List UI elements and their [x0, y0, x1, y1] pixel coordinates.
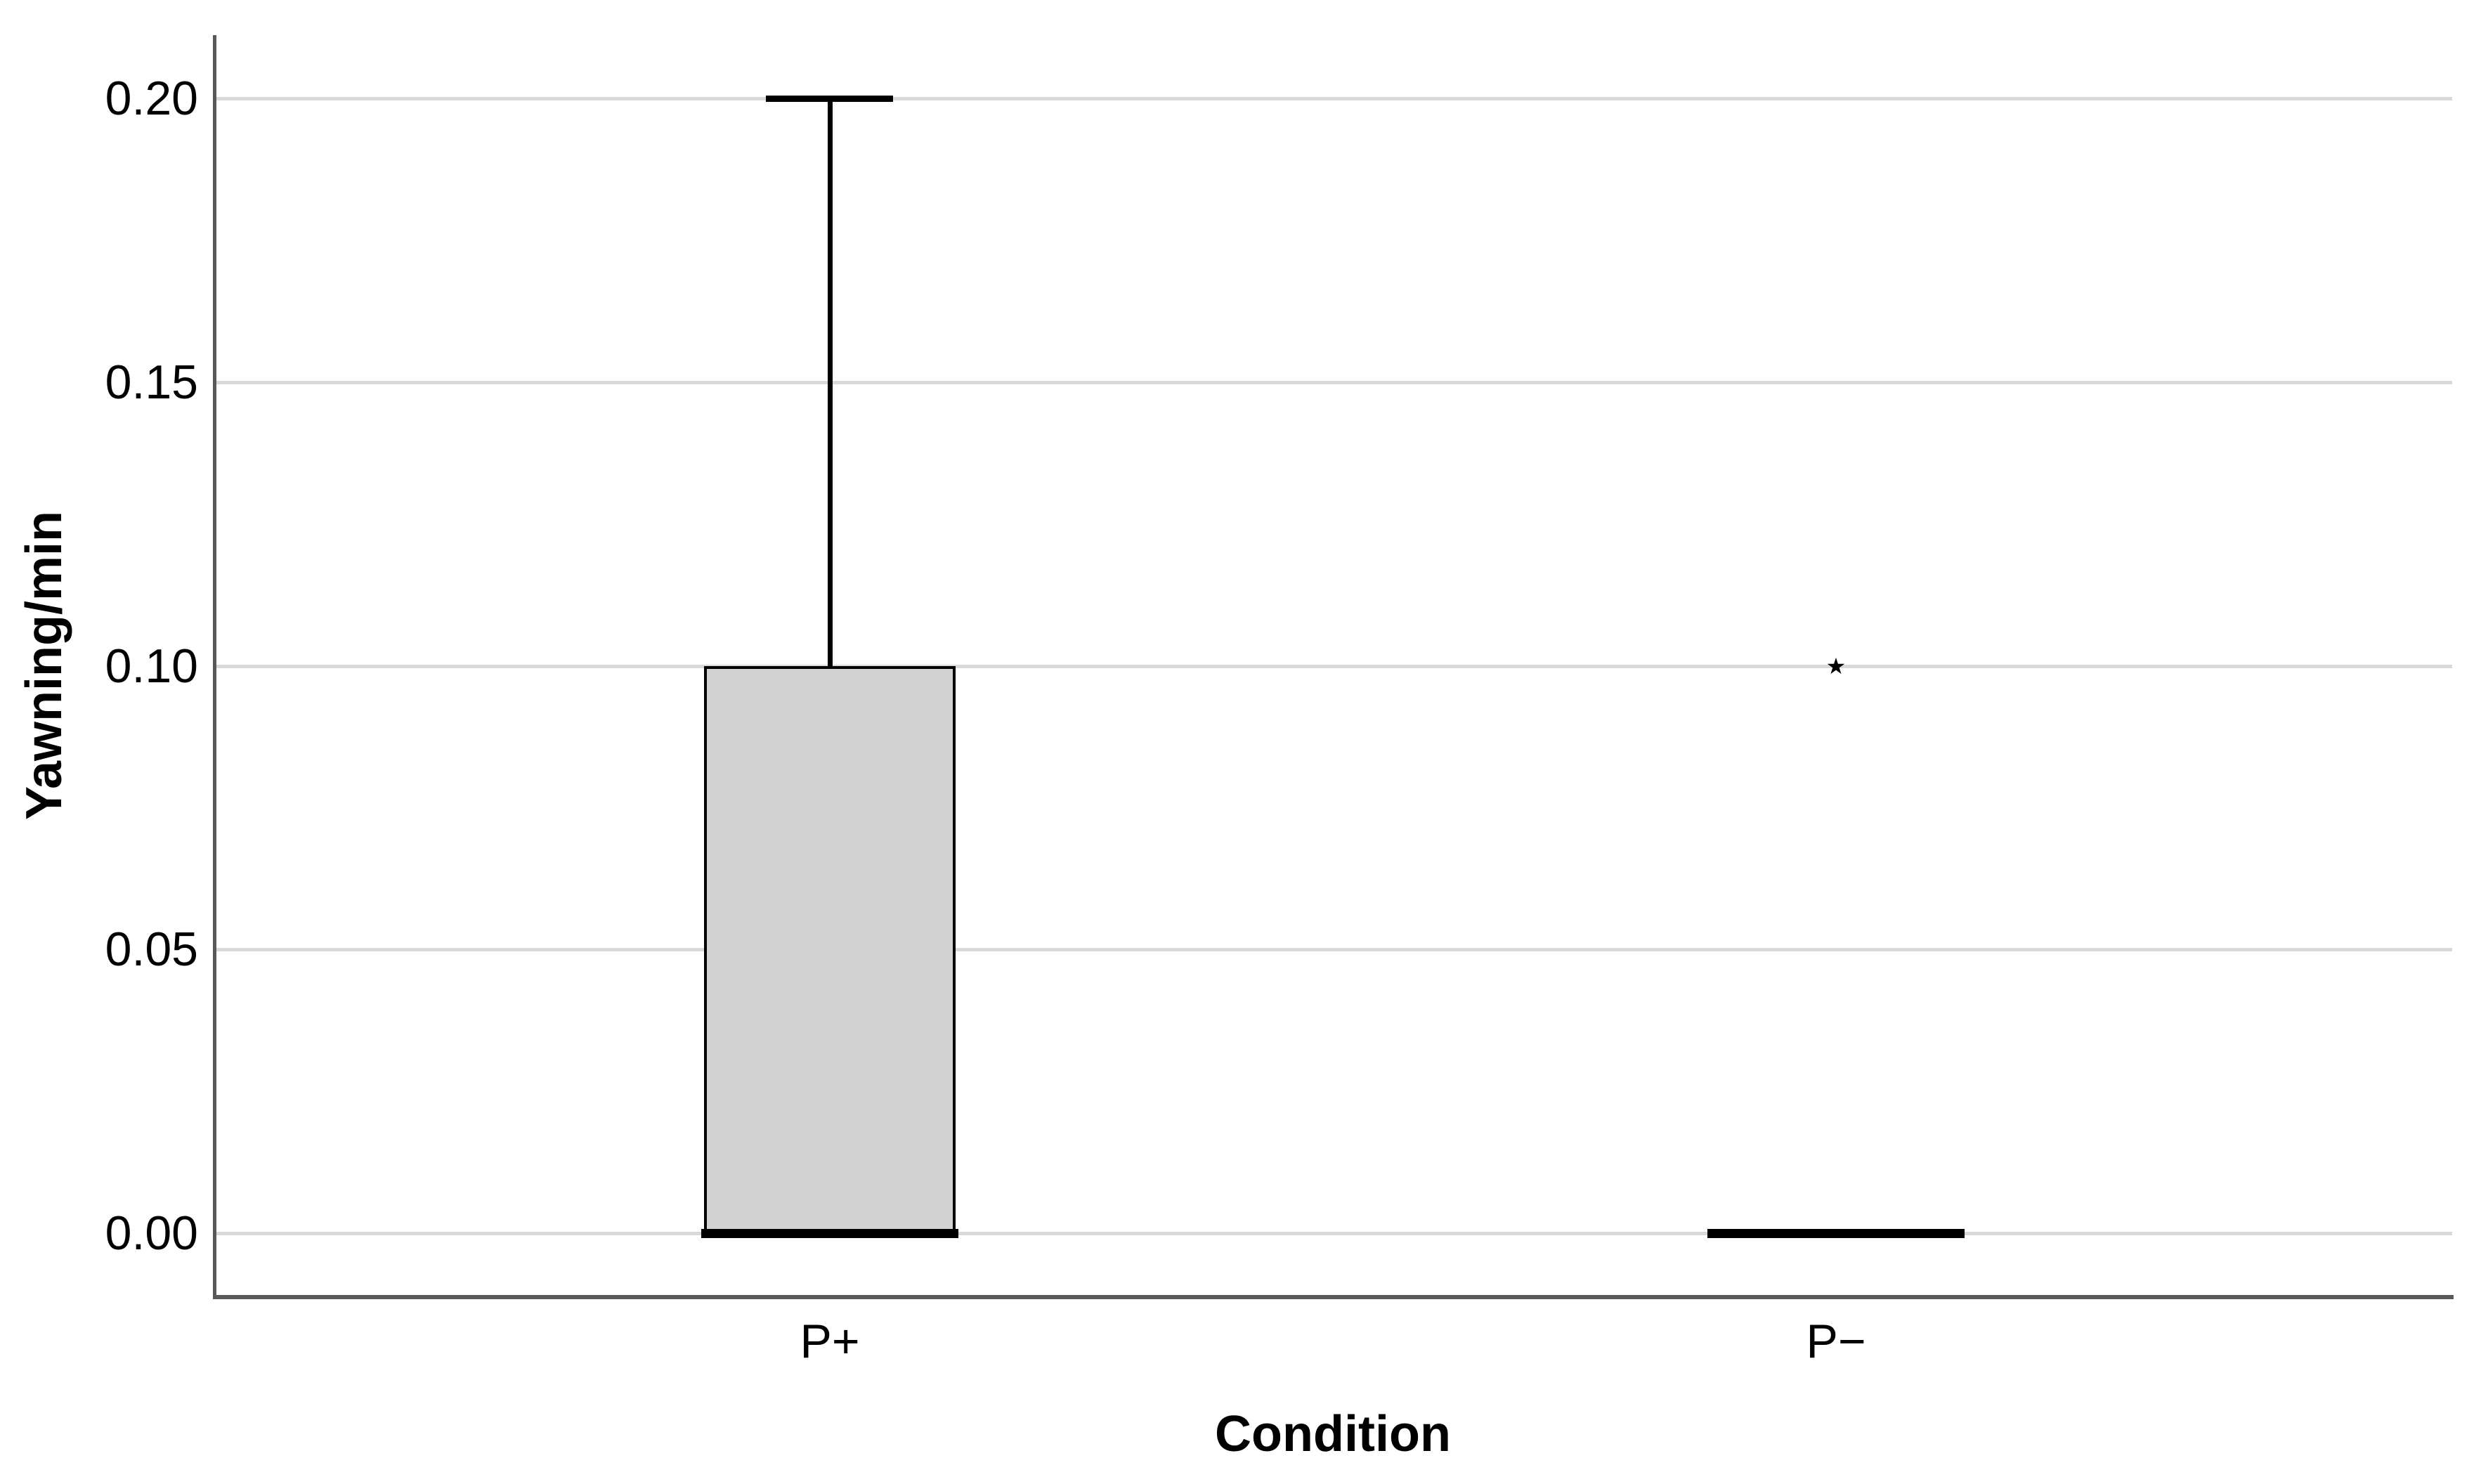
- gridline: [216, 665, 2452, 668]
- x-category-label: P−: [1806, 1315, 1866, 1368]
- y-axis-title: Yawning/min: [16, 510, 72, 821]
- upper-whisker-line: [828, 98, 833, 666]
- y-tick-label: 0.00: [105, 1206, 198, 1260]
- gridline: [216, 97, 2452, 100]
- x-axis-line: [213, 1295, 2454, 1299]
- box: [704, 666, 956, 1233]
- y-axis-line: [213, 35, 216, 1299]
- gridline: [216, 381, 2452, 384]
- gridline: [216, 1232, 2452, 1235]
- y-tick-label: 0.10: [105, 639, 198, 693]
- extreme-outlier-star-icon: ★: [1825, 653, 1847, 679]
- y-tick-label: 0.15: [105, 356, 198, 409]
- x-category-label: P+: [800, 1315, 860, 1368]
- y-tick-label: 0.20: [105, 72, 198, 125]
- upper-whisker-cap: [766, 96, 893, 102]
- gridline: [216, 948, 2452, 951]
- y-tick-label: 0.05: [105, 923, 198, 976]
- median-line: [1707, 1229, 1965, 1238]
- x-axis-title: Condition: [1215, 1406, 1451, 1462]
- median-line: [701, 1229, 958, 1238]
